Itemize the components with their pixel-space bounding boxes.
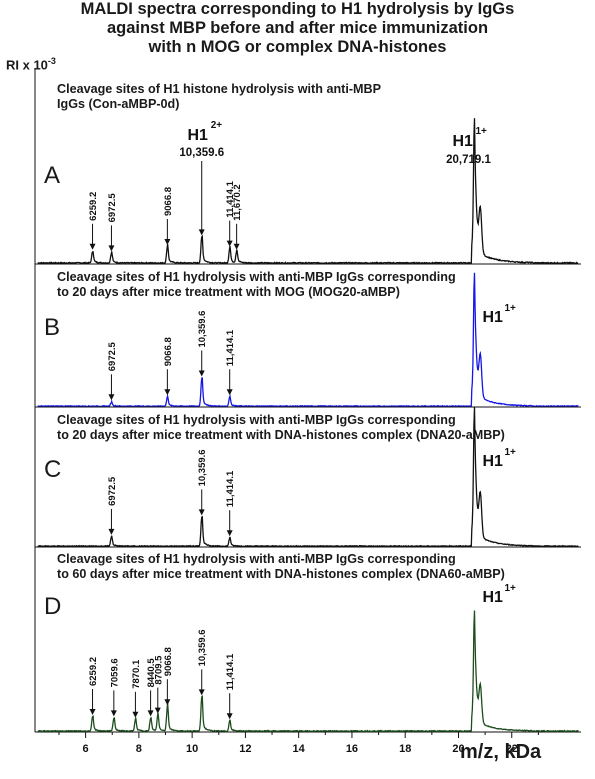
panel-b-label: B [44, 314, 61, 341]
panel-a-peak-label-4: 11,670.2 [232, 184, 243, 220]
x-tick-label-6: 6 [83, 743, 89, 755]
panel-b-arrowhead-2 [198, 370, 205, 377]
panel-b-arrowhead-0 [108, 394, 115, 401]
title-line-1: MALDI spectra corresponding to H1 hydrol… [80, 0, 515, 18]
panel-b-title: Cleavage sites of H1 hydrolysis with ant… [57, 270, 456, 300]
x-tick-label-20: 20 [452, 743, 464, 755]
x-tick-label-12: 12 [239, 743, 251, 755]
panel-a-arrowhead-4 [233, 243, 240, 250]
panel-d-h1-charge: 1+ [504, 583, 516, 594]
x-tick-label-18: 18 [399, 743, 411, 755]
panel-a-label: A [44, 162, 61, 189]
panel-c-peak-label-0: 6972.5 [107, 476, 118, 506]
panel-c-h1-label: H1 [482, 453, 503, 470]
panel-c-arrowhead-2 [226, 530, 233, 537]
panel-d-label: D [44, 593, 62, 620]
y-axis-label-text: RI x 10 [6, 57, 48, 73]
panel-a-peak-label-1: 6972.5 [107, 193, 118, 223]
panel-b-peak-label-3: 11,414.1 [225, 329, 236, 366]
panel-a-title-line-1: Cleavage sites of H1 histone hydrolysis … [57, 82, 382, 96]
panel-b-title-line-2: to 20 days after mice treatment with MOG… [57, 285, 400, 299]
panel-a-title-line-2: IgGs (Con-aMBP-0d) [57, 97, 180, 111]
x-tick-label-16: 16 [346, 743, 358, 755]
title-line-3: with n MOG or complex DNA-histones [148, 38, 447, 56]
panel-d-title: Cleavage sites of H1 hydrolysis with ant… [57, 552, 505, 582]
panel-d-arrowhead-1 [110, 710, 117, 717]
panel-d-arrowhead-5 [164, 699, 171, 706]
panel-d-arrowhead-0 [89, 709, 96, 715]
panel-a-arrowhead-0 [89, 243, 96, 250]
x-axis-label: m/z, kDa [460, 741, 542, 763]
panel-a-peak-label-3: 11,414.1 [225, 180, 236, 217]
panel-d-title-line-1: Cleavage sites of H1 hydrolysis with ant… [57, 552, 456, 566]
panel-d-peak-label-6: 10,359.6 [197, 629, 208, 666]
panel-d-arrowhead-7 [226, 713, 233, 720]
panel-d-peak-label-7: 11,414.1 [225, 653, 236, 690]
panel-b-title-line-1: Cleavage sites of H1 hydrolysis with ant… [57, 270, 456, 284]
panel-a-peak-label-0: 6259.2 [88, 192, 99, 221]
panel-c-h1-charge: 1+ [504, 447, 516, 458]
panel-b-peak-label-0: 6972.5 [107, 341, 118, 371]
panel-a-arrowhead-3 [226, 240, 233, 247]
panel-b-peak-label-2: 10,359.6 [197, 311, 208, 348]
panel-d-peak-label-1: 7059.6 [109, 658, 120, 687]
panel-c-title-line-2: to 20 days after mice treatment with DNA… [57, 428, 505, 442]
panel-c-spectrum-line [37, 407, 579, 548]
panel-c-arrowhead-0 [108, 528, 115, 535]
panel-a-h12-mass: 10,359.6 [179, 147, 224, 159]
panel-c-peak-label-1: 10,359.6 [197, 449, 208, 486]
panel-a-h12-label: H1 [188, 127, 209, 144]
panel-a-h1-label: H1 [452, 133, 473, 150]
panel-d-title-line-2: to 60 days after mice treatment with DNA… [57, 567, 505, 581]
panel-c-title: Cleavage sites of H1 hydrolysis with ant… [57, 413, 505, 443]
panel-d-peak-label-5: 9066.8 [163, 647, 174, 676]
panel-a-h1-mass: 20,719.1 [446, 154, 491, 166]
panel-d-arrowhead-4 [154, 707, 161, 714]
panel-d-spectrum-line [37, 610, 579, 733]
panel-a-h12-arrowhead [198, 229, 205, 236]
panel-d-arrowhead-6 [198, 689, 205, 696]
panel-d-peak-label-0: 6259.2 [88, 657, 99, 686]
panel-d-arrowhead-2 [132, 711, 139, 718]
y-axis-label: RI x 10-3 [6, 56, 56, 72]
panel-a-peak-label-2: 9066.8 [163, 187, 174, 216]
panel-a-arrowhead-1 [108, 245, 115, 252]
y-axis-label-exponent: -3 [47, 56, 56, 66]
x-tick-label-10: 10 [186, 743, 198, 755]
panel-b-spectrum-line [37, 272, 579, 408]
panel-a-title: Cleavage sites of H1 histone hydrolysis … [57, 82, 381, 112]
x-tick-label-14: 14 [293, 743, 306, 755]
panel-d-peak-label-2: 7870.1 [131, 659, 142, 689]
panel-b-peak-label-1: 9066.8 [163, 337, 174, 366]
x-tick-label-8: 8 [136, 743, 142, 755]
panel-d-peak-label-3: 8440.5 [146, 658, 157, 688]
panel-b-h1-charge: 1+ [504, 303, 516, 314]
panel-a-spectrum-line [37, 118, 579, 265]
chart-title: MALDI spectra corresponding to H1 hydrol… [0, 0, 595, 57]
x-tick-label-22: 22 [506, 743, 518, 755]
panel-c-arrowhead-1 [198, 509, 205, 516]
panel-b-arrowhead-1 [164, 389, 171, 396]
panel-c-label: C [44, 456, 62, 483]
title-line-2: against MBP before and after mice immuni… [106, 19, 489, 37]
panel-d-peak-label-4: 8709.5 [153, 655, 164, 685]
panel-b-h1-label: H1 [482, 309, 503, 326]
panel-a-arrowhead-2 [164, 239, 171, 245]
panel-b-arrowhead-3 [226, 389, 233, 396]
panel-d-h1-label: H1 [482, 589, 503, 606]
panel-c-title-line-1: Cleavage sites of H1 hydrolysis with ant… [57, 413, 456, 427]
panel-c-peak-label-2: 11,414.1 [225, 470, 236, 507]
panel-a-h12-charge: 2+ [211, 120, 223, 131]
panel-d-arrowhead-3 [147, 710, 154, 717]
panel-a-h1-charge: 1+ [475, 126, 487, 137]
